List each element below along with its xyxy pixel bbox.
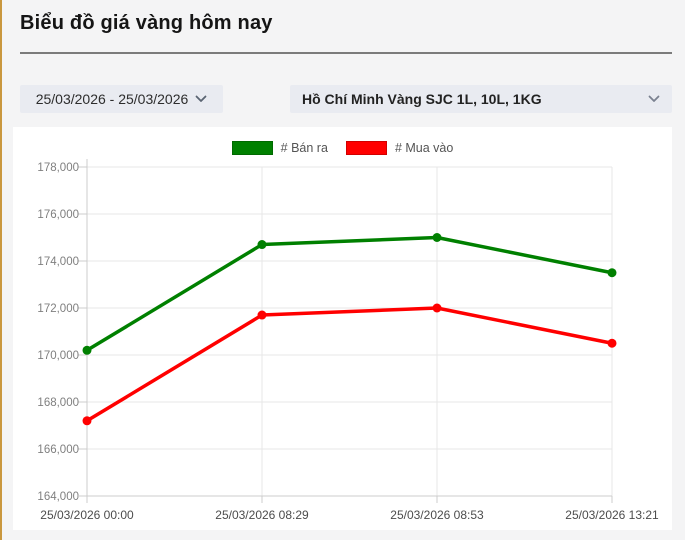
legend-swatch xyxy=(345,141,387,155)
legend-label: # Bán ra xyxy=(280,141,328,155)
chart-card: # Bán ra # Mua vào 164,000 166,000 168,000 1… xyxy=(13,127,672,530)
y-axis-label: 166,000 xyxy=(37,444,79,456)
data-point xyxy=(82,416,92,426)
data-point xyxy=(432,303,442,313)
chart-legend: # Bán ra # Mua vào xyxy=(13,141,672,155)
y-axis-label: 176,000 xyxy=(37,209,79,221)
data-point xyxy=(257,310,267,320)
chevron-down-icon xyxy=(195,95,207,103)
x-axis-label: 25/03/2026 00:00 xyxy=(40,508,134,522)
y-axis-label: 174,000 xyxy=(37,256,79,268)
data-point xyxy=(82,345,92,355)
chevron-down-icon xyxy=(648,95,660,103)
y-axis-label: 168,000 xyxy=(37,397,79,409)
data-point xyxy=(607,338,617,348)
data-point xyxy=(607,268,617,278)
title-divider xyxy=(20,52,672,54)
market-dropdown-label: Hồ Chí Minh Vàng SJC 1L, 10L, 1KG xyxy=(302,91,542,107)
y-axis-label: 170,000 xyxy=(37,350,79,362)
y-axis-label: 178,000 xyxy=(37,162,79,174)
left-accent-border xyxy=(0,0,2,540)
data-point xyxy=(257,240,267,250)
page-title: Biểu đồ giá vàng hôm nay xyxy=(20,12,273,34)
x-axis-label: 25/03/2026 13:21 xyxy=(565,508,659,522)
market-dropdown[interactable]: Hồ Chí Minh Vàng SJC 1L, 10L, 1KG xyxy=(290,85,672,113)
legend-swatch xyxy=(231,141,273,155)
data-point xyxy=(432,233,442,242)
legend-item: # Mua vào xyxy=(345,141,454,155)
y-axis-label: 164,000 xyxy=(37,491,79,503)
series-line xyxy=(85,235,614,353)
date-range-picker[interactable]: 25/03/2026 - 25/03/2026 xyxy=(20,85,223,113)
legend-label: # Mua vào xyxy=(394,141,454,155)
legend-item: # Bán ra xyxy=(231,141,328,155)
chart-svg: 164,000 166,000 168,000 170,000 172,000 174,0… xyxy=(37,159,659,522)
x-axis-label: 25/03/2026 08:29 xyxy=(215,508,309,522)
series-line xyxy=(85,306,614,423)
x-axis-label: 25/03/2026 08:53 xyxy=(390,508,484,522)
y-axis-label: 172,000 xyxy=(37,303,79,315)
date-range-label: 25/03/2026 - 25/03/2026 xyxy=(35,91,189,107)
